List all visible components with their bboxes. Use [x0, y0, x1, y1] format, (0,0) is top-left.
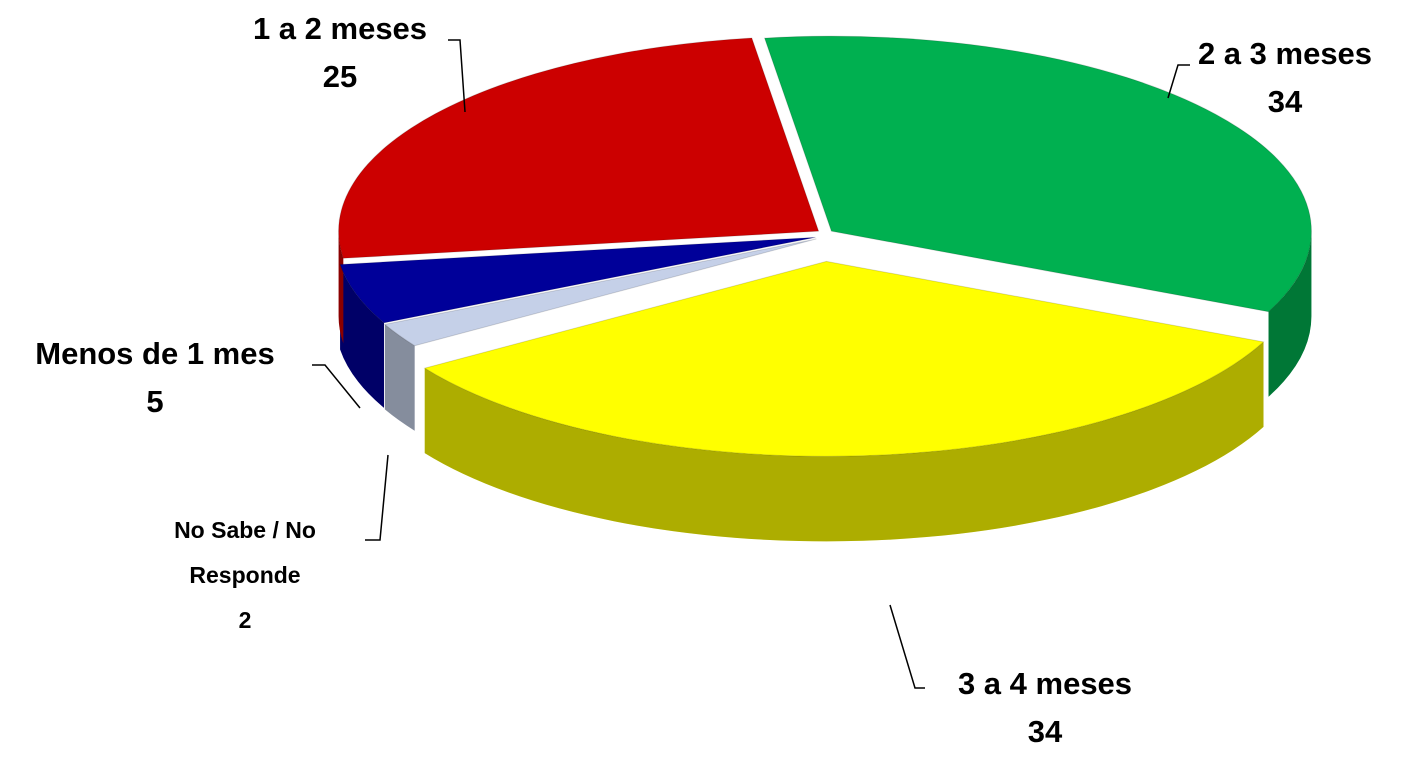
slice — [423, 260, 1265, 457]
data-label: 1 a 2 meses 25 — [210, 5, 470, 101]
value-label: 2 — [238, 606, 252, 633]
value-label: 34 — [1027, 714, 1063, 750]
leader-line — [889, 604, 925, 689]
data-label: 3 a 4 meses 34 — [915, 660, 1175, 756]
pie-tops — [338, 35, 1312, 457]
slice-side-shade — [424, 341, 1264, 542]
slice-side — [1268, 231, 1312, 397]
leader-line — [448, 39, 466, 113]
slice-side — [384, 324, 415, 431]
slice-side — [338, 231, 344, 344]
category-label: 1 a 2 meses — [252, 11, 428, 46]
slice — [763, 35, 1312, 313]
slice-side-shade — [384, 324, 415, 431]
slice-side-shade — [340, 264, 385, 408]
value-label: 5 — [146, 384, 164, 420]
leader-line — [365, 454, 389, 541]
data-label: Menos de 1 mes 5 — [0, 330, 315, 426]
value-label: 34 — [1267, 84, 1303, 120]
leader-line — [1167, 64, 1190, 99]
value-label: 25 — [322, 59, 358, 95]
slice — [383, 238, 817, 347]
data-label: No Sabe / No Responde 2 — [125, 508, 365, 643]
category-label: 3 a 4 meses — [957, 666, 1133, 701]
leader-line — [312, 364, 361, 409]
category-label: No Sabe / No Responde — [174, 517, 316, 588]
slice-side — [424, 341, 1264, 542]
pie-sides — [338, 231, 1312, 542]
slice-side-shade — [1268, 231, 1312, 397]
slice — [338, 37, 820, 259]
slice — [339, 236, 816, 324]
slice-side-shade — [338, 231, 344, 344]
category-label: 2 a 3 meses — [1197, 36, 1373, 71]
data-label: 2 a 3 meses 34 — [1155, 30, 1403, 126]
category-label: Menos de 1 mes — [35, 336, 275, 371]
slice-side — [340, 264, 385, 408]
